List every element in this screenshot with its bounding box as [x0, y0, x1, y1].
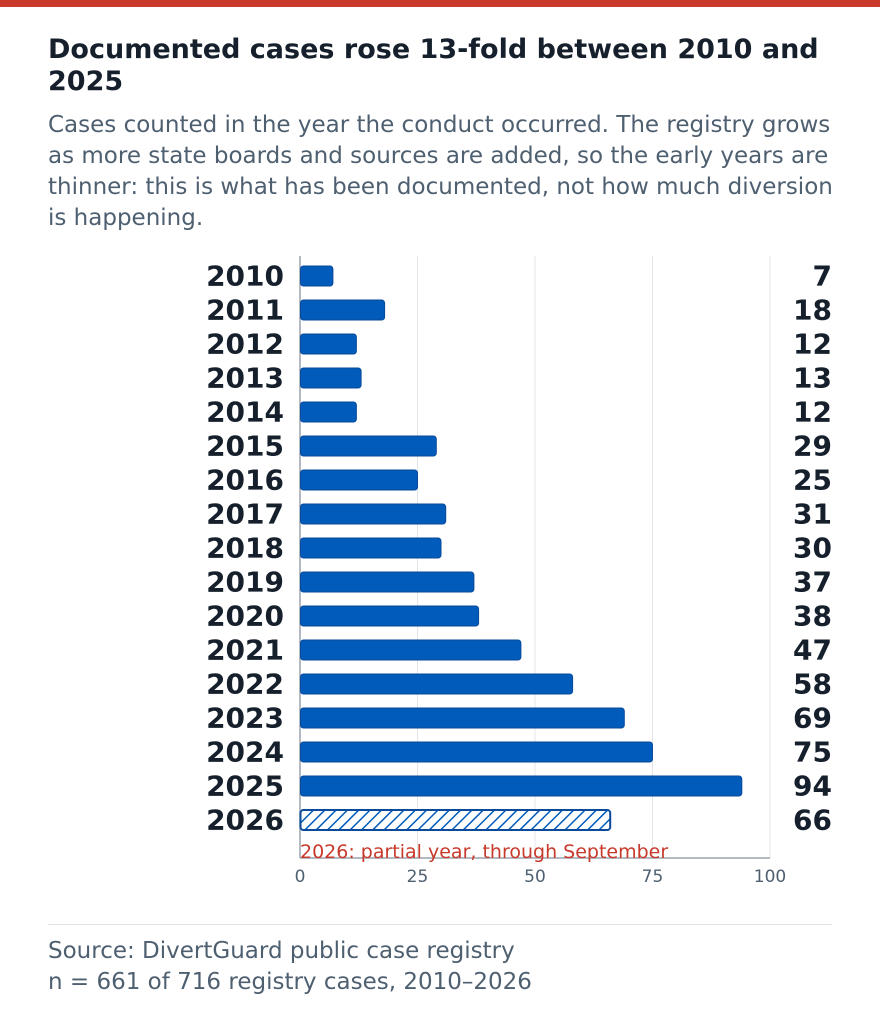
category-label-2022: 2022: [206, 668, 284, 701]
x-tick-25: 25: [407, 867, 429, 887]
value-label-2019: 37: [793, 566, 832, 599]
x-tick-50: 50: [524, 867, 546, 887]
bar-2013: [300, 367, 362, 389]
value-label-2018: 30: [793, 532, 832, 565]
value-label-2026: 66: [793, 804, 832, 837]
category-label-2014: 2014: [206, 396, 284, 429]
category-label-2011: 2011: [206, 294, 284, 327]
value-label-2023: 69: [793, 702, 832, 735]
value-label-2024: 75: [793, 736, 832, 769]
bar-2019: [300, 571, 475, 593]
category-label-2018: 2018: [206, 532, 284, 565]
value-label-2016: 25: [793, 464, 832, 497]
category-label-2017: 2017: [206, 498, 284, 531]
category-label-2010: 2010: [206, 260, 284, 293]
footer-divider: [48, 924, 832, 925]
bar-2025: [300, 775, 743, 797]
category-label-2016: 2016: [206, 464, 284, 497]
value-label-2025: 94: [793, 770, 832, 803]
bar-2024: [300, 741, 653, 763]
bars: [299, 265, 743, 831]
value-label-2017: 31: [793, 498, 832, 531]
x-tick-75: 75: [642, 867, 664, 887]
bar-2016: [300, 469, 418, 491]
bar-2021: [300, 639, 522, 661]
x-axis-ticks: 0 25 50 75 100: [295, 867, 787, 887]
source-note: Source: DivertGuard public case registry…: [48, 936, 848, 998]
bar-2011: [300, 299, 386, 321]
partial-year-annotation: 2026: partial year, through September: [300, 841, 668, 863]
bar-2023: [300, 707, 625, 729]
chart-title: Documented cases rose 13-fold between 20…: [48, 34, 819, 97]
bar-2022: [300, 673, 574, 695]
chart-subtitle: Cases counted in the year the conduct oc…: [48, 112, 833, 231]
category-label-2025: 2025: [206, 770, 284, 803]
category-label-2015: 2015: [206, 430, 284, 463]
value-label-2022: 58: [793, 668, 832, 701]
value-label-2010: 7: [813, 260, 832, 293]
category-label-2013: 2013: [206, 362, 284, 395]
bar-2017: [300, 503, 447, 525]
value-label-2012: 12: [793, 328, 832, 361]
value-label-2011: 18: [793, 294, 832, 327]
bar-chart: 2010201120122013201420152016201720182019…: [206, 256, 832, 887]
bar-2015: [300, 435, 437, 457]
value-label-2015: 29: [793, 430, 832, 463]
category-label-2012: 2012: [206, 328, 284, 361]
bar-2014: [300, 401, 357, 423]
bar-2010: [300, 265, 334, 287]
bar-2018: [300, 537, 442, 559]
category-label-2026: 2026: [206, 804, 284, 837]
bar-2012: [300, 333, 357, 355]
value-label-2021: 47: [793, 634, 832, 667]
category-label-2023: 2023: [206, 702, 284, 735]
value-label-2014: 12: [793, 396, 832, 429]
category-label-2024: 2024: [206, 736, 284, 769]
bar-2020: [300, 605, 480, 627]
value-label-2013: 13: [793, 362, 832, 395]
x-tick-0: 0: [295, 867, 306, 887]
category-label-2019: 2019: [206, 566, 284, 599]
x-tick-100: 100: [754, 867, 786, 887]
category-label-2021: 2021: [206, 634, 284, 667]
category-label-2020: 2020: [206, 600, 284, 633]
source-line: Source: DivertGuard public case registry: [48, 938, 515, 964]
value-label-2020: 38: [793, 600, 832, 633]
accent-top-bar: [0, 0, 880, 7]
bar-2026: [299, 809, 612, 831]
category-labels: 2010201120122013201420152016201720182019…: [206, 260, 284, 837]
sample-size-line: n = 661 of 716 registry cases, 2010–2026: [48, 969, 532, 995]
